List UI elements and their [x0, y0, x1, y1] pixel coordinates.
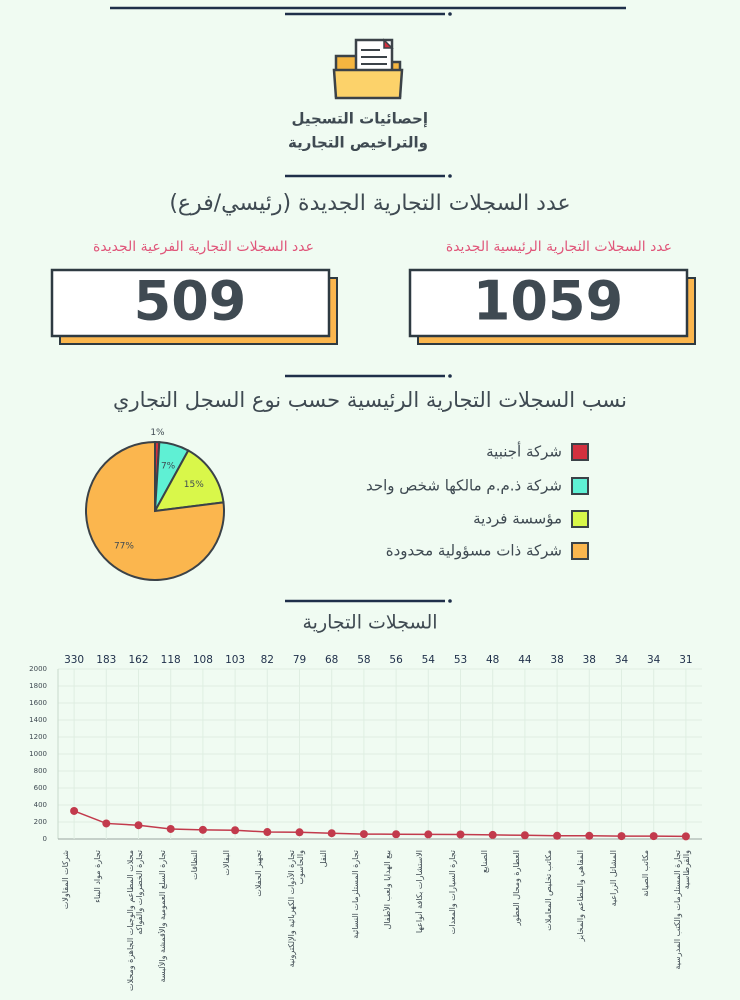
y-tick-label: 200	[34, 818, 47, 826]
data-label: 31	[679, 654, 692, 666]
data-label: 108	[193, 654, 213, 666]
divider-dot	[448, 374, 452, 378]
kpi-box	[50, 268, 331, 338]
point	[681, 832, 690, 841]
data-label: 183	[96, 654, 116, 666]
point	[488, 830, 497, 839]
legend-label: شركة ذات مسؤولية محدودة	[386, 542, 562, 560]
pie-label: 7%	[161, 461, 176, 471]
header-title: والتراخيص التجارية	[288, 134, 428, 152]
y-tick-label: 2000	[29, 665, 47, 673]
legend-swatch	[571, 542, 589, 560]
point	[649, 832, 658, 841]
kpi-label: عدد السجلات التجارية الرئيسية الجديدة	[446, 239, 672, 255]
point	[70, 806, 79, 815]
legend-label: شركة ذ.م.م مالكها شخص واحد	[366, 477, 562, 495]
point	[166, 824, 175, 833]
y-tick-label: 1400	[29, 716, 47, 724]
header-title: إحصائيات التسجيل	[291, 110, 428, 128]
kpi-title: عدد السجلات التجارية الجديدة (رئيسي/فرع)	[169, 191, 570, 216]
pie-slice	[153, 449, 225, 513]
point	[359, 830, 368, 839]
data-label: 56	[389, 654, 403, 666]
point	[134, 821, 143, 830]
data-label: 68	[325, 654, 338, 666]
point	[617, 832, 626, 841]
point	[295, 828, 304, 837]
point	[424, 830, 433, 839]
data-label: 48	[486, 654, 499, 666]
chart-title: السجلات التجارية	[302, 612, 437, 634]
kpi-value: 1059	[473, 270, 623, 333]
point	[553, 831, 562, 840]
kpi-label: عدد السجلات التجارية الفرعية الجديدة	[93, 239, 314, 255]
point	[456, 830, 465, 839]
y-tick-label: 600	[34, 784, 47, 792]
point	[263, 828, 272, 837]
divider-dot	[448, 174, 452, 178]
data-label: 38	[583, 654, 596, 666]
y-tick-label: 800	[34, 767, 47, 775]
y-tick-label: 0	[43, 835, 47, 843]
point	[102, 819, 111, 828]
point	[198, 825, 207, 834]
data-label: 103	[225, 654, 245, 666]
chart-title: نسب السجلات التجارية الرئيسية حسب نوع ال…	[113, 388, 627, 412]
pie-label: 1%	[150, 428, 165, 438]
y-tick-label: 1600	[29, 699, 47, 707]
point	[231, 826, 240, 835]
y-tick-label: 1800	[29, 682, 47, 690]
pie-slice	[85, 440, 225, 581]
y-tick-label: 1000	[29, 750, 47, 758]
data-label: 53	[454, 654, 467, 666]
data-label: 162	[128, 654, 148, 666]
divider-dot	[448, 12, 452, 16]
legend-label: شركة أجنبية	[486, 442, 562, 461]
line	[73, 810, 686, 838]
data-label: 34	[615, 654, 629, 666]
legend-swatch	[571, 510, 589, 528]
divider-dot	[448, 599, 452, 603]
data-label: 38	[550, 654, 563, 666]
data-label: 330	[64, 654, 84, 666]
y-tick-label: 400	[34, 801, 47, 809]
pie-label: 15%	[184, 480, 204, 490]
pie-label: 77%	[114, 542, 134, 552]
folder-icon	[332, 38, 404, 100]
legend-swatch	[571, 443, 589, 461]
kpi-box	[408, 268, 689, 338]
legend-label: مؤسسة فردية	[473, 510, 562, 528]
data-label: 44	[518, 654, 532, 666]
y-tick-label: 1200	[29, 733, 47, 741]
data-label: 118	[161, 654, 181, 666]
data-label: 54	[422, 654, 436, 666]
data-label: 34	[647, 654, 661, 666]
point	[327, 829, 336, 838]
data-label: 82	[261, 654, 274, 666]
point	[520, 831, 529, 840]
point	[585, 831, 594, 840]
legend-swatch	[571, 477, 589, 495]
point	[392, 830, 401, 839]
data-label: 58	[357, 654, 370, 666]
data-label: 79	[293, 654, 306, 666]
kpi-value: 509	[134, 270, 247, 333]
